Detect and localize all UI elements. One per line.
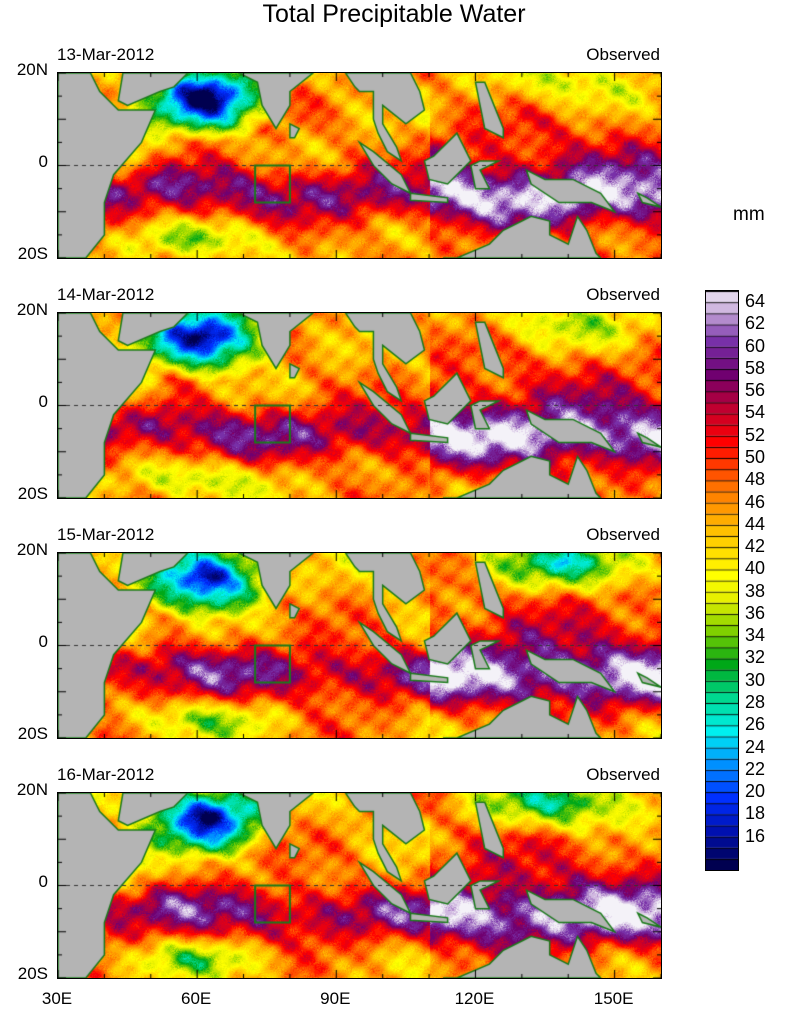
colorbar-label: 56 [745, 380, 765, 401]
lat-label: 20N [8, 300, 48, 320]
colorbar-label: 58 [745, 358, 765, 379]
panel-date: 16-Mar-2012 [57, 765, 154, 785]
map-panel [57, 72, 660, 257]
colorbar-label: 34 [745, 625, 765, 646]
lat-label: 0 [8, 872, 48, 892]
panel-label: Observed [586, 285, 660, 305]
colorbar-label: 62 [745, 313, 765, 334]
lat-label: 20S [8, 484, 48, 504]
lon-label: 90E [305, 989, 365, 1009]
colorbar-label: 40 [745, 558, 765, 579]
colorbar-label: 20 [745, 781, 765, 802]
colorbar-label: 24 [745, 737, 765, 758]
colorbar-label: 38 [745, 581, 765, 602]
lat-label: 20S [8, 964, 48, 984]
panel-label: Observed [586, 765, 660, 785]
panel-label: Observed [586, 525, 660, 545]
colorbar-label: 36 [745, 603, 765, 624]
colorbar-label: 60 [745, 336, 765, 357]
tpw-map [57, 72, 662, 259]
colorbar-label: 48 [745, 469, 765, 490]
colorbar-label: 26 [745, 714, 765, 735]
colorbar-unit: mm [733, 204, 765, 226]
lat-label: 0 [8, 632, 48, 652]
colorbar-label: 46 [745, 492, 765, 513]
colorbar-label: 52 [745, 425, 765, 446]
tpw-map [57, 792, 662, 979]
panel-date: 14-Mar-2012 [57, 285, 154, 305]
lat-label: 20N [8, 60, 48, 80]
tpw-map [57, 552, 662, 739]
colorbar-label: 28 [745, 692, 765, 713]
map-panel [57, 312, 660, 497]
colorbar-label: 42 [745, 536, 765, 557]
colorbar-label: 18 [745, 803, 765, 824]
lat-label: 0 [8, 392, 48, 412]
colorbar-label: 50 [745, 447, 765, 468]
lon-label: 120E [444, 989, 504, 1009]
lat-label: 20S [8, 724, 48, 744]
figure: Total Precipitable Water mm 64 62 60 58 56 54… [0, 0, 788, 1016]
colorbar-label: 32 [745, 647, 765, 668]
panel-date: 15-Mar-2012 [57, 525, 154, 545]
lat-label: 20N [8, 540, 48, 560]
lon-label: 30E [27, 989, 87, 1009]
colorbar-label: 44 [745, 514, 765, 535]
lat-label: 0 [8, 152, 48, 172]
map-panel [57, 792, 660, 977]
tpw-map [57, 312, 662, 499]
panel-date: 13-Mar-2012 [57, 45, 154, 65]
colorbar-label: 16 [745, 826, 765, 847]
colorbar-label: 22 [745, 759, 765, 780]
map-panel [57, 552, 660, 737]
lat-label: 20N [8, 780, 48, 800]
lon-label: 150E [584, 989, 644, 1009]
panel-label: Observed [586, 45, 660, 65]
lon-label: 60E [166, 989, 226, 1009]
colorbar-label: 54 [745, 402, 765, 423]
colorbar [705, 290, 739, 871]
colorbar-label: 30 [745, 670, 765, 691]
colorbar-label: 64 [745, 291, 765, 312]
lat-label: 20S [8, 244, 48, 264]
figure-title: Total Precipitable Water [0, 0, 788, 29]
